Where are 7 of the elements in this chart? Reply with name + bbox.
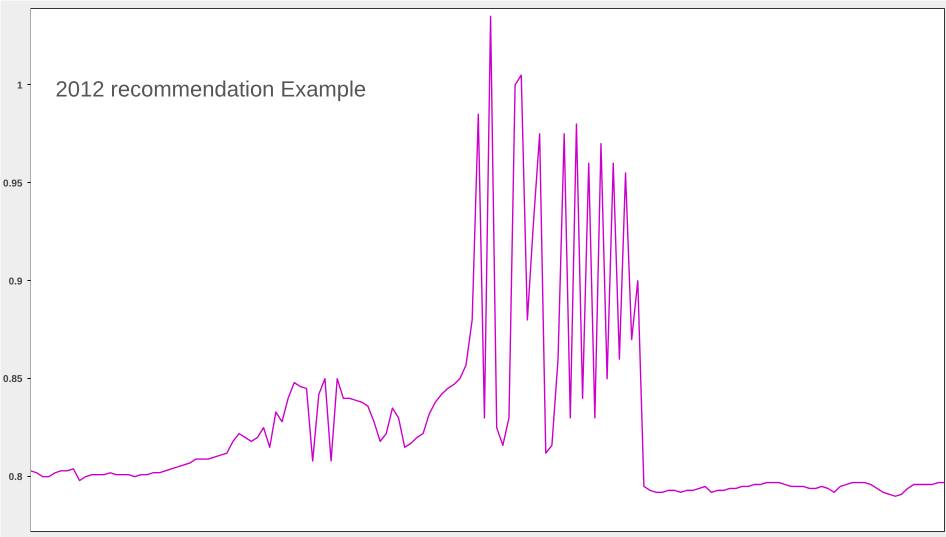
y-tick-label: 0.8 [8, 472, 23, 484]
y-tick-label: 0.9 [8, 276, 23, 288]
y-tick-label: 0.85 [3, 374, 23, 386]
text: 2012 recommendation Example [56, 76, 366, 102]
y-tick-label: 1 [16, 80, 23, 92]
y-tick-label: 0.95 [3, 178, 23, 190]
line-series [30, 16, 944, 497]
